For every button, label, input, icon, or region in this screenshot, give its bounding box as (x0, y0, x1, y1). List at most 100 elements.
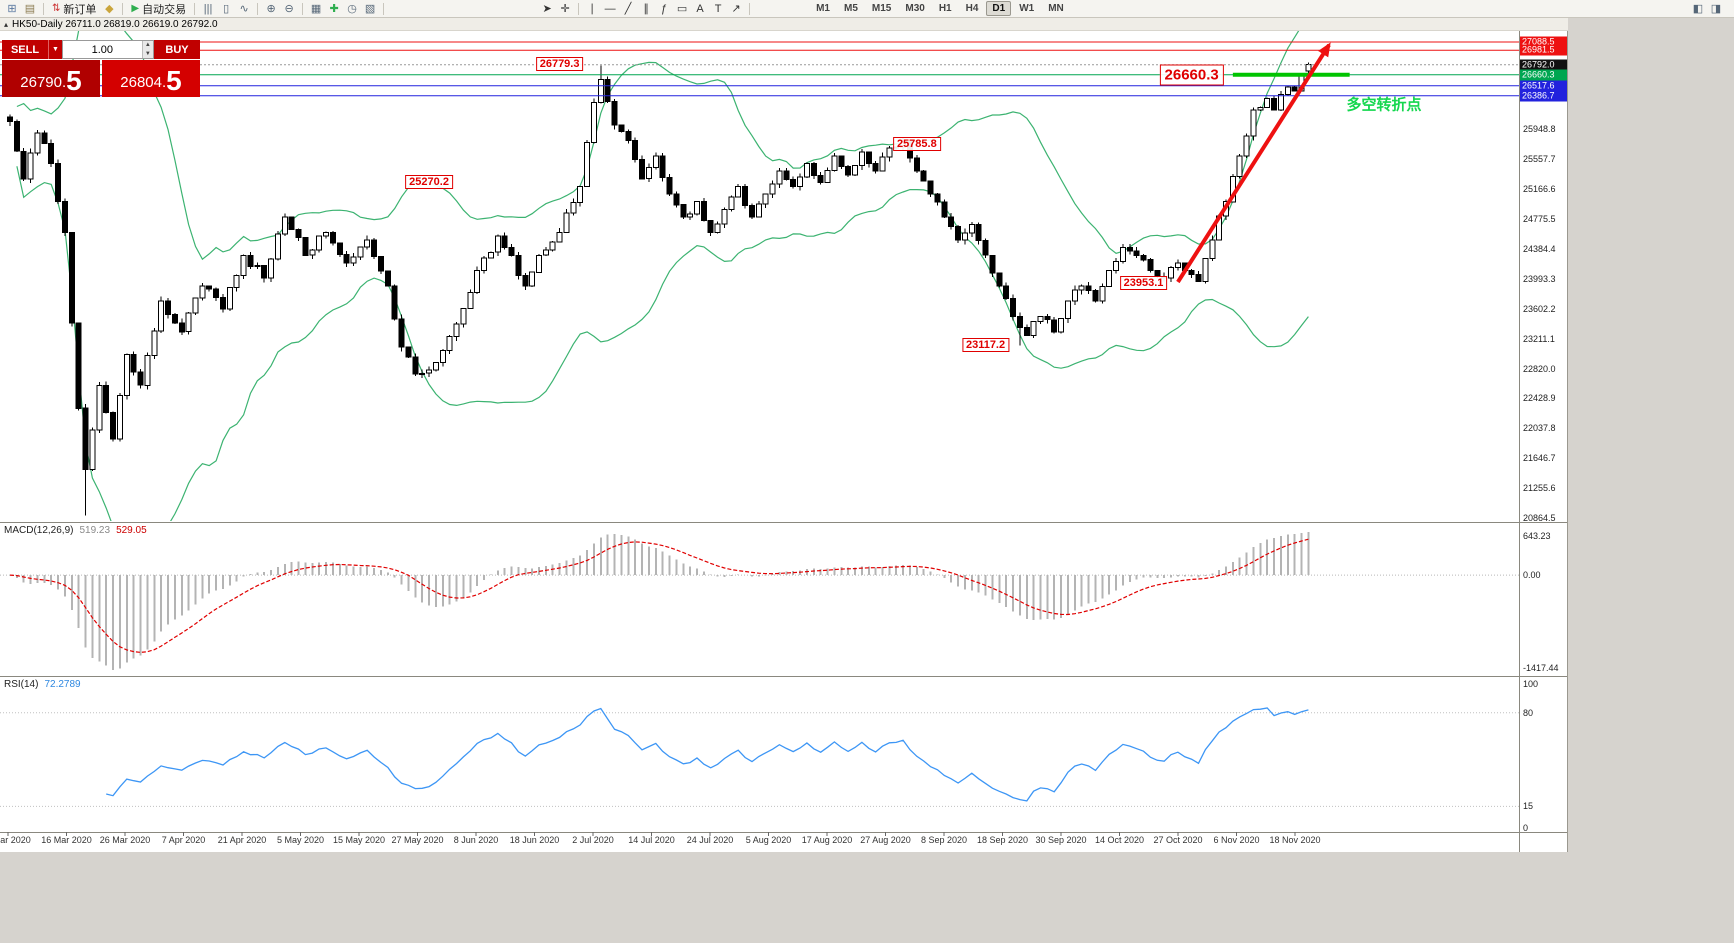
periods-icon[interactable]: ◷ (347, 3, 357, 15)
autotrading-button[interactable]: ▶ 自动交易 (127, 1, 190, 17)
time-axis-label: 8 Jun 2020 (453, 835, 499, 845)
text-icon[interactable]: A (696, 2, 704, 15)
price-axis-label: 25948.8 (1523, 124, 1556, 135)
price-level-label: 26660.3 (1520, 69, 1567, 81)
shapes-icon[interactable]: ▭ (676, 3, 688, 15)
tf-w1[interactable]: W1 (1019, 3, 1035, 14)
price-callout: 23117.2 (961, 338, 1010, 353)
arrows-icon[interactable]: ↗ (731, 3, 741, 15)
price-level-label: 26792.0 (1520, 59, 1567, 71)
tf-m30[interactable]: M30 (905, 3, 925, 14)
toolbar-separator (194, 2, 196, 15)
vertical-line-icon[interactable]: ∣ (589, 3, 595, 15)
macd-signal-value: 529.05 (116, 525, 147, 536)
price-axis-label: 23602.2 (1523, 303, 1556, 314)
tf-m15[interactable]: M15 (871, 3, 892, 14)
profiles-icon[interactable]: ▤ (24, 3, 36, 15)
toolbar-separator (749, 2, 751, 15)
horizontal-line-icon[interactable]: ― (604, 2, 616, 15)
rsi-axis-label: 100 (1523, 679, 1539, 689)
candlestick-chart-icon[interactable]: ▯ (223, 3, 230, 15)
price-axis-label: 22428.9 (1523, 393, 1556, 404)
sell-price[interactable]: 26790. 5 (2, 60, 100, 97)
rsi-value: 72.2789 (44, 679, 81, 690)
autotrading-button-icon: ▶ (131, 3, 140, 14)
trendline-icon[interactable]: ╱ (624, 3, 632, 15)
price-axis-label: 23211.1 (1523, 333, 1555, 344)
macd-axis-label: 0.00 (1523, 570, 1541, 581)
bar-chart-icon[interactable]: ||| (203, 2, 213, 15)
time-axis-label: 5 Aug 2020 (745, 835, 792, 845)
time-axis-label: 3 Mar 2020 (0, 835, 31, 845)
buy-price-main: 26804. (120, 74, 167, 91)
time-axis-label: 7 Apr 2020 (161, 835, 206, 845)
tf-h4[interactable]: H4 (965, 3, 979, 14)
rsi-axis-label: 15 (1523, 801, 1534, 812)
sell-button[interactable]: SELL (2, 40, 48, 59)
time-axis-label: 6 Nov 2020 (1213, 835, 1260, 845)
time-axis-label: 27 Aug 2020 (860, 835, 911, 845)
volume-input[interactable] (63, 41, 142, 58)
volume-down-icon[interactable]: ▼ (141, 49, 153, 58)
zoom-in-icon[interactable]: ⊕ (266, 3, 276, 15)
time-axis-label: 2 Jul 2020 (572, 835, 614, 845)
window-tile-icon[interactable]: ◨ (1710, 3, 1722, 15)
cursor-icon[interactable]: ➤ (542, 3, 552, 15)
channel-icon[interactable]: ∥ (643, 3, 649, 15)
macd-axis-label: 643.23 (1523, 531, 1551, 541)
tf-m1[interactable]: M1 (816, 3, 830, 14)
price-level-label: 26386.7 (1520, 90, 1567, 102)
buy-button[interactable]: BUY (154, 40, 200, 59)
label-icon[interactable]: T (714, 2, 722, 15)
chart-canvas[interactable] (0, 0, 1568, 852)
price-axis-label: 21646.7 (1523, 453, 1556, 464)
macd-main-value: 519.23 (79, 525, 111, 536)
one-click-trading-panel: SELL ▼ ▲ ▼ BUY 26790.5 26804.5 (2, 40, 200, 97)
price-axis-label: 24384.4 (1523, 243, 1556, 254)
volume-up-icon[interactable]: ▲ (141, 41, 153, 50)
expert-advisors-icon[interactable]: ◆ (105, 3, 114, 15)
time-axis-label: 16 Mar 2020 (41, 835, 92, 845)
zoom-out-icon[interactable]: ⊖ (284, 3, 294, 15)
toolbar: ⊞ ▤ ⇅ 新订单 ◆ ▶ 自动交易 ||| ▯ ∿ ⊕ ⊖ ▦ ✚ ◷ ▧ ➤ ✛ ∣ ― ╱ ∥ ƒ ▭ A T ↗ M1 M5 M1… (0, 0, 1734, 18)
toolbar-separator (257, 2, 259, 15)
macd-histogram (15, 532, 1310, 670)
rsi-line (106, 707, 1309, 802)
crosshair-icon[interactable]: ✛ (560, 3, 570, 15)
price-axis-label: 25166.6 (1523, 184, 1556, 194)
tf-h1[interactable]: H1 (938, 3, 952, 14)
time-axis-label: 18 Nov 2020 (1269, 835, 1321, 845)
time-axis-label: 5 May 2020 (276, 835, 325, 845)
price-axis-label: 21255.6 (1523, 483, 1556, 494)
price-axis-label: 23993.3 (1523, 273, 1556, 284)
price-axis-label: 20864.5 (1523, 513, 1556, 523)
tf-m5[interactable]: M5 (844, 3, 858, 14)
line-chart-icon[interactable]: ∿ (239, 3, 249, 15)
time-axis-label: 8 Sep 2020 (920, 835, 968, 845)
chart-window-icon: ▴ (4, 19, 9, 29)
sell-dropdown-arrow-icon[interactable]: ▼ (48, 40, 62, 59)
time-axis-label: 15 May 2020 (332, 835, 386, 845)
time-axis-label: 17 Aug 2020 (801, 835, 853, 845)
macd-name: MACD(12,26,9) (4, 525, 74, 536)
tf-mn[interactable]: MN (1048, 3, 1064, 14)
templates-icon[interactable]: ▧ (364, 3, 376, 15)
new-order-button[interactable]: ⇅ 新订单 (48, 1, 100, 17)
window-cascade-icon[interactable]: ◧ (1692, 3, 1704, 15)
buy-price[interactable]: 26804. 5 (102, 60, 200, 97)
price-axis-label: 25557.7 (1523, 154, 1556, 165)
new-chart-icon[interactable]: ⊞ (7, 3, 17, 15)
fibonacci-icon[interactable]: ƒ (661, 2, 668, 15)
time-axis-label: 30 Sep 2020 (1035, 835, 1087, 845)
new-order-button-label: 新订单 (63, 3, 97, 16)
price-level-label: 26981.5 (1520, 44, 1567, 56)
tf-d1[interactable]: D1 (986, 1, 1012, 16)
main-chart-layer (0, 31, 1519, 521)
tile-windows-icon[interactable]: ▦ (310, 3, 322, 15)
toolbar-separator (383, 2, 385, 15)
trend-arrow (1176, 42, 1331, 284)
time-axis-label: 21 Apr 2020 (217, 835, 267, 845)
rsi-label: RSI(14) 72.2789 (4, 679, 81, 690)
indicators-add-icon[interactable]: ✚ (329, 3, 339, 15)
